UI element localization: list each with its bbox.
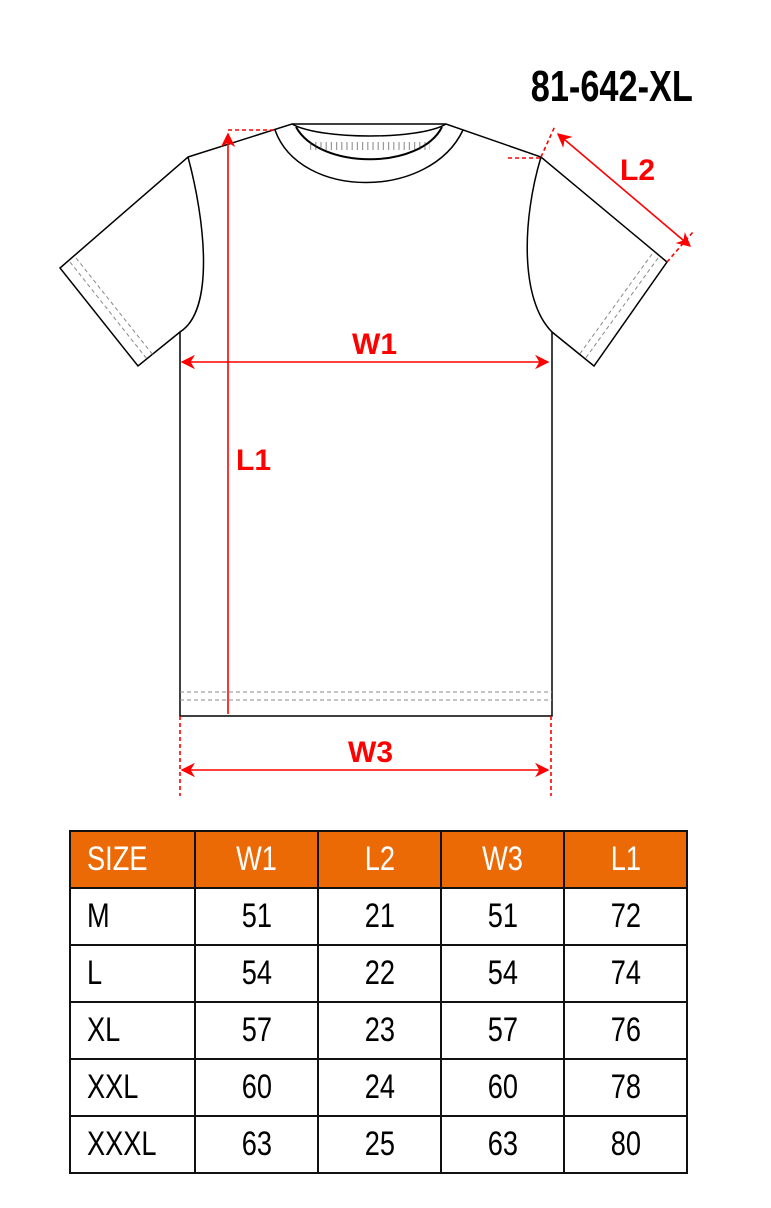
cell-text: 80	[610, 1125, 641, 1163]
cell-text: 22	[364, 954, 395, 992]
header-l2: L2	[317, 830, 442, 889]
cell-text: XL	[87, 1011, 121, 1049]
cell-text: 24	[364, 1068, 395, 1106]
collar-outer	[274, 129, 464, 184]
table-row: XL 57 23 57 76	[69, 1001, 688, 1060]
cell-text: XXXL	[87, 1125, 157, 1163]
measurement-lines	[179, 125, 694, 796]
cell: XXL	[69, 1058, 196, 1117]
l2-label: L2	[620, 154, 655, 187]
cell-text: 54	[241, 954, 272, 992]
tshirt-diagram: W1 L1 L2 W3	[58, 123, 694, 796]
size-table: SIZE W1 L2 W3 L1 M 51 21 51 72 L 54 22 5…	[69, 830, 688, 1174]
cell-text: 78	[610, 1068, 641, 1106]
header-text: L1	[610, 840, 641, 878]
cell: 51	[440, 887, 565, 946]
cell: 57	[440, 1001, 565, 1060]
cell-text: 76	[610, 1011, 641, 1049]
table-row: L 54 22 54 74	[69, 944, 688, 1003]
cell: 57	[194, 1001, 319, 1060]
cell: 63	[194, 1115, 319, 1174]
header-w3: W3	[440, 830, 565, 889]
header-text: W1	[236, 840, 277, 878]
cell: 22	[317, 944, 442, 1003]
cell-text: M	[87, 897, 110, 935]
cell-text: 72	[610, 897, 641, 935]
header-l1: L1	[563, 830, 688, 889]
l2-arrow	[556, 133, 692, 247]
header-w1: W1	[194, 830, 319, 889]
cell-text: 51	[241, 897, 272, 935]
cell-text: 63	[487, 1125, 518, 1163]
cell-text: 21	[364, 897, 395, 935]
cell: 60	[440, 1058, 565, 1117]
cell: 80	[563, 1115, 688, 1174]
table-row: XXL 60 24 60 78	[69, 1058, 688, 1117]
header-text: W3	[482, 840, 523, 878]
cell: 25	[317, 1115, 442, 1174]
cell: 63	[440, 1115, 565, 1174]
cell-text: 54	[487, 954, 518, 992]
cell: 24	[317, 1058, 442, 1117]
header-size: SIZE	[69, 830, 196, 889]
cell: XXXL	[69, 1115, 196, 1174]
cell-text: 74	[610, 954, 641, 992]
header-text: SIZE	[87, 840, 148, 878]
table-row: M 51 21 51 72	[69, 887, 688, 946]
cell: 60	[194, 1058, 319, 1117]
l1-label: L1	[236, 444, 271, 477]
table-row: XXXL 63 25 63 80	[69, 1115, 688, 1174]
w3-label: W3	[348, 736, 393, 769]
cell: XL	[69, 1001, 196, 1060]
cell: 21	[317, 887, 442, 946]
cell-text: L	[87, 954, 103, 992]
cell: 54	[440, 944, 565, 1003]
cell-text: 25	[364, 1125, 395, 1163]
cell-text: 51	[487, 897, 518, 935]
cell: 51	[194, 887, 319, 946]
product-code: 81-642-XL	[530, 62, 693, 111]
stitching	[69, 253, 659, 701]
header-text: L2	[364, 840, 395, 878]
table-header: SIZE W1 L2 W3 L1	[69, 830, 688, 889]
cell: 23	[317, 1001, 442, 1060]
cell: L	[69, 944, 196, 1003]
shirt-outline	[58, 123, 669, 717]
cell: 72	[563, 887, 688, 946]
cell: 76	[563, 1001, 688, 1060]
cell-text: 57	[241, 1011, 272, 1049]
cell-text: XXL	[87, 1068, 139, 1106]
w1-label: W1	[352, 328, 397, 361]
cell: M	[69, 887, 196, 946]
cell: 54	[194, 944, 319, 1003]
cell: 74	[563, 944, 688, 1003]
cell: 78	[563, 1058, 688, 1117]
cell-text: 23	[364, 1011, 395, 1049]
cell-text: 63	[241, 1125, 272, 1163]
cell-text: 60	[487, 1068, 518, 1106]
cell-text: 57	[487, 1011, 518, 1049]
cell-text: 60	[241, 1068, 272, 1106]
